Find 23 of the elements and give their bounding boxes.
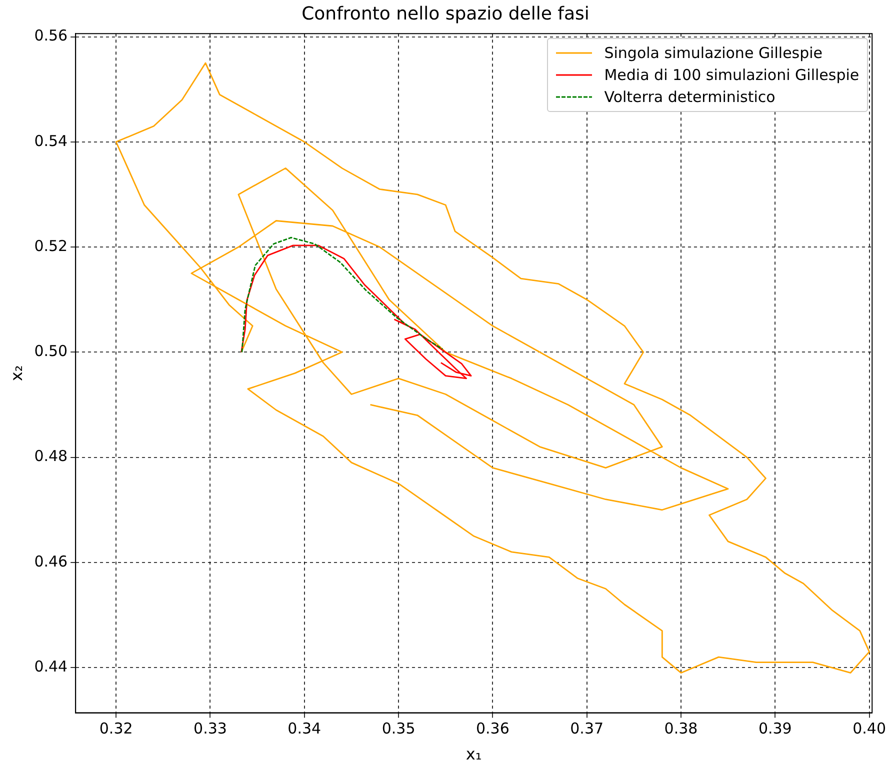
x-tick-label: 0.38 [664, 720, 698, 738]
legend-label: Singola simulazione Gillespie [604, 44, 823, 62]
x-tick-label: 0.33 [194, 720, 227, 738]
legend-label: Volterra deterministico [604, 88, 776, 106]
y-tick-label: 0.56 [34, 26, 68, 45]
y-tick-label: 0.48 [34, 447, 68, 466]
chart-title: Confronto nello spazio delle fasi [302, 3, 590, 24]
x-tick-label: 0.34 [288, 720, 322, 738]
y-axis-title: x₂ [6, 365, 26, 382]
y-tick-label: 0.52 [34, 236, 68, 255]
x-tick-label: 0.32 [99, 720, 133, 738]
x-tick-label: 0.35 [382, 720, 416, 738]
y-tick-label: 0.54 [34, 132, 68, 150]
x-tick-label: 0.36 [476, 720, 510, 738]
x-tick-label: 0.39 [758, 720, 792, 738]
y-tick-label: 0.46 [34, 552, 68, 570]
y-tick-label: 0.50 [34, 342, 68, 360]
x-tick-label: 0.37 [570, 720, 604, 738]
y-tick-label: 0.44 [34, 657, 68, 676]
x-axis-title: x₁ [466, 744, 482, 764]
x-tick-label: 0.40 [852, 720, 886, 738]
line-series [241, 236, 444, 353]
legend-label: Media di 100 simulazioni Gillespie [604, 66, 860, 84]
